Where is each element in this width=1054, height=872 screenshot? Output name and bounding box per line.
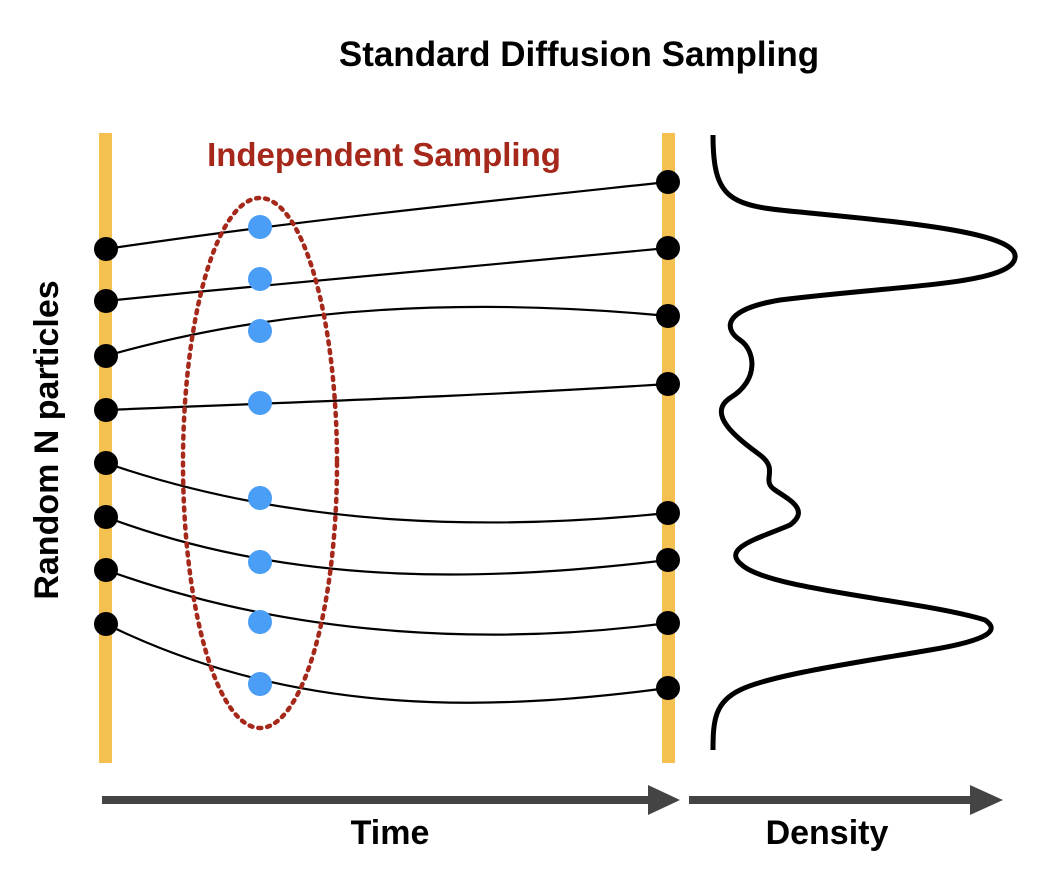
independent-sampling-label: Independent Sampling <box>207 136 561 173</box>
intermediate-sample-point <box>248 267 272 291</box>
start-particle <box>94 451 118 475</box>
independent-sampling-ellipse <box>180 195 340 731</box>
trajectory-line <box>105 180 669 251</box>
end-particle <box>656 372 680 396</box>
end-particle <box>656 236 680 260</box>
trajectory-line <box>105 305 669 358</box>
start-particle <box>94 398 118 422</box>
start-particle <box>94 505 118 529</box>
intermediate-samples <box>248 215 272 696</box>
start-particle <box>94 289 118 313</box>
start-timeline-bar <box>99 133 112 763</box>
intermediate-sample-point <box>248 486 272 510</box>
end-timeline-bar <box>662 133 675 763</box>
intermediate-sample-point <box>248 610 272 634</box>
end-particles <box>656 170 680 700</box>
end-particle <box>656 170 680 194</box>
intermediate-sample-point <box>248 391 272 415</box>
intermediate-sample-point <box>248 319 272 343</box>
density-arrow <box>689 785 1003 815</box>
time-arrow-head <box>648 785 680 815</box>
intermediate-sample-point <box>248 672 272 696</box>
start-particle <box>94 612 118 636</box>
particle-trajectories <box>105 180 669 704</box>
diagram-title: Standard Diffusion Sampling <box>339 35 819 74</box>
trajectory-line <box>105 461 669 524</box>
density-arrow-head <box>970 785 1003 815</box>
time-arrow <box>102 785 680 815</box>
y-axis-label: Random N particles <box>28 280 66 599</box>
end-particle <box>656 611 680 635</box>
density-curve <box>710 134 1018 751</box>
density-label: Density <box>766 814 889 852</box>
start-particle <box>94 344 118 368</box>
start-particle <box>94 558 118 582</box>
start-particle <box>94 237 118 261</box>
end-particle <box>656 304 680 328</box>
end-particle <box>656 676 680 700</box>
trajectory-line <box>105 623 669 704</box>
end-particle <box>656 501 680 525</box>
end-particle <box>656 548 680 572</box>
start-particles <box>94 237 118 636</box>
time-label: Time <box>351 814 430 852</box>
intermediate-sample-point <box>248 550 272 574</box>
intermediate-sample-point <box>248 215 272 239</box>
trajectory-line <box>105 246 669 303</box>
trajectory-line <box>105 382 669 412</box>
trajectory-line <box>105 568 669 636</box>
